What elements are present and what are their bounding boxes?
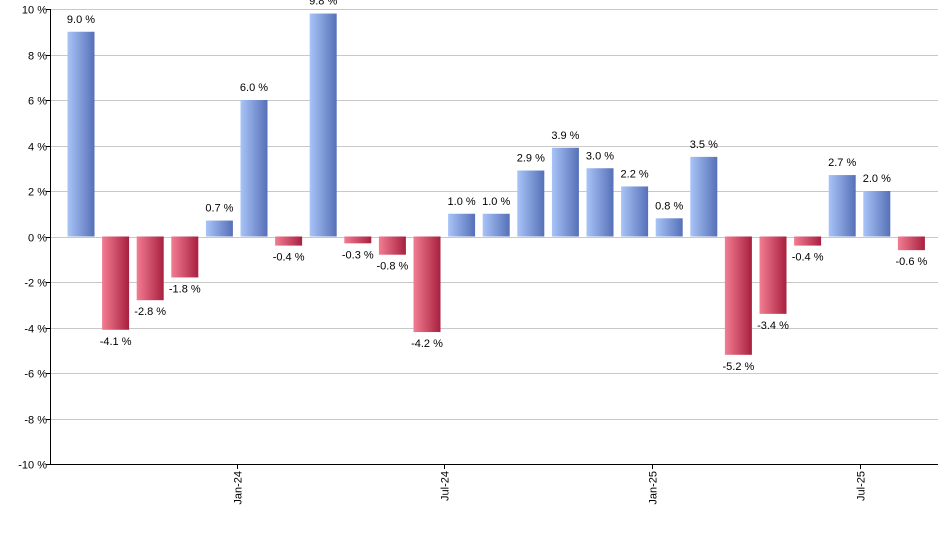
data-label: -4.1 %	[100, 336, 132, 348]
data-label: -0.4 %	[792, 252, 824, 264]
data-label: -4.2 %	[411, 338, 443, 350]
bar	[344, 236, 372, 244]
axes	[50, 9, 938, 465]
bar	[136, 236, 164, 301]
bar	[171, 236, 199, 278]
bar	[759, 236, 787, 314]
data-label: 3.0 %	[586, 150, 614, 162]
bar	[240, 100, 268, 237]
bar	[309, 13, 337, 237]
y-axis-ticks: 10 % 8 % 6 % 4 % 2 % 0 % -2 % -4 % -6 % -8 % -10 %	[18, 5, 50, 472]
data-label: -0.3 %	[342, 249, 374, 261]
data-label: 2.2 %	[621, 168, 649, 180]
bar	[621, 186, 649, 237]
bar	[828, 175, 856, 237]
bar	[655, 218, 683, 237]
data-label: 1.0 %	[482, 196, 510, 208]
y-tick-label: -6 %	[24, 369, 47, 381]
x-tick-label: Jan-24	[233, 471, 245, 505]
data-label: -0.6 %	[896, 256, 928, 268]
x-axis-ticks: Jan-24 Jul-24 Jan-25 Jul-25	[233, 464, 868, 505]
y-tick-label: 4 %	[28, 142, 47, 154]
y-tick-label: 2 %	[28, 187, 47, 199]
data-label: 1.0 %	[448, 196, 476, 208]
bars	[67, 13, 925, 355]
bar	[551, 147, 579, 237]
bar	[448, 213, 476, 237]
bar	[517, 170, 545, 237]
bar	[482, 213, 510, 237]
bar	[378, 236, 406, 255]
bar	[586, 168, 614, 237]
y-tick-label: 10 %	[22, 5, 47, 17]
bar	[794, 236, 822, 246]
x-tick-label: Jul-25	[856, 471, 868, 501]
bar	[275, 236, 303, 246]
data-label: -0.8 %	[377, 261, 409, 273]
data-label: 2.9 %	[517, 153, 545, 165]
y-tick-label: 8 %	[28, 51, 47, 63]
data-label: 3.9 %	[551, 130, 579, 142]
bar	[863, 191, 891, 237]
data-label: 0.8 %	[655, 200, 683, 212]
y-tick-label: -4 %	[24, 324, 47, 336]
data-label: 0.7 %	[205, 203, 233, 215]
data-label: 2.7 %	[828, 157, 856, 169]
bar	[102, 236, 130, 330]
bar	[205, 220, 233, 237]
data-label: -1.8 %	[169, 283, 201, 295]
bar	[690, 156, 718, 237]
data-label: 3.5 %	[690, 139, 718, 151]
data-label: 2.0 %	[863, 173, 891, 185]
bar	[897, 236, 925, 251]
y-tick-label: -10 %	[18, 460, 47, 472]
data-label: 9.0 %	[67, 14, 95, 26]
data-label: 6.0 %	[240, 82, 268, 94]
y-tick-label: -2 %	[24, 278, 47, 290]
x-tick-label: Jan-25	[648, 471, 660, 505]
data-label: -5.2 %	[723, 361, 755, 373]
y-tick-label: 6 %	[28, 96, 47, 108]
bar	[413, 236, 441, 333]
x-tick-label: Jul-24	[440, 471, 452, 501]
y-tick-label: -8 %	[24, 415, 47, 427]
data-label: 9.8 %	[309, 0, 337, 8]
y-tick-label: 0 %	[28, 233, 47, 245]
data-label: -2.8 %	[134, 306, 166, 318]
data-labels: 9.0 % -4.1 % -2.8 %-1.8 % 0.7 % 6.0 % -0.4 % 9…	[67, 0, 928, 373]
bar	[67, 31, 95, 237]
data-label: -0.4 %	[273, 252, 305, 264]
bar	[724, 236, 752, 355]
data-label: -3.4 %	[757, 320, 789, 332]
